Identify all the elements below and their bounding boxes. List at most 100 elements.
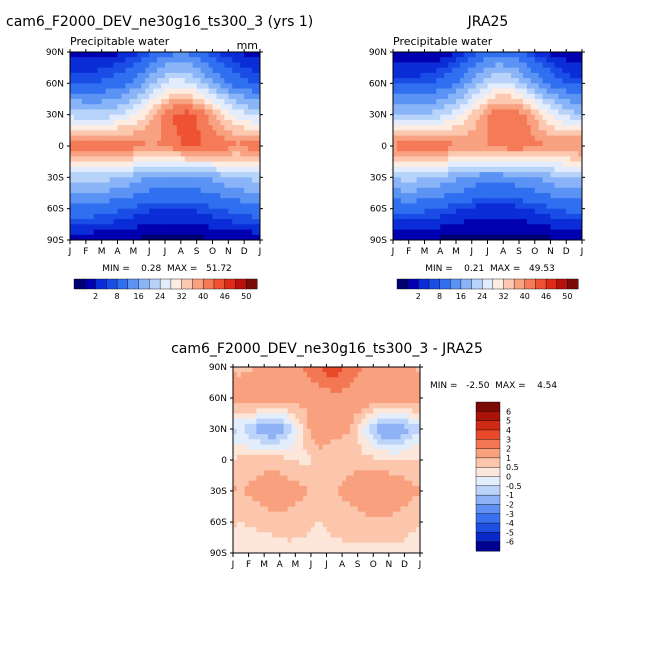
- field-cell: [531, 73, 535, 79]
- field-cell: [539, 115, 543, 121]
- field-cell: [252, 146, 256, 152]
- field-cell: [570, 177, 574, 183]
- field-cell: [354, 481, 358, 487]
- field-cell: [408, 455, 412, 461]
- field-cell: [432, 177, 436, 183]
- field-cell: [428, 104, 432, 110]
- field-cell: [228, 224, 232, 230]
- field-cell: [157, 193, 161, 199]
- field-cell: [153, 146, 157, 152]
- field-cell: [74, 141, 78, 147]
- field-cell: [468, 188, 472, 194]
- field-cell: [358, 414, 362, 420]
- field-cell: [315, 496, 319, 502]
- field-cell: [428, 68, 432, 74]
- field-cell: [444, 57, 448, 63]
- field-cell: [417, 167, 421, 173]
- field-cell: [365, 419, 369, 425]
- field-cell: [551, 89, 555, 95]
- field-cell: [484, 203, 488, 209]
- y-tick-label: 30S: [47, 173, 64, 183]
- field-cell: [220, 172, 224, 178]
- field-cell: [570, 141, 574, 147]
- field-cell: [381, 372, 385, 378]
- field-cell: [129, 177, 133, 183]
- field-cell: [385, 403, 389, 409]
- field-cell: [330, 455, 334, 461]
- colorbar-swatch: [139, 279, 150, 289]
- field-cell: [535, 167, 539, 173]
- field-cell: [133, 120, 137, 126]
- field-cell: [362, 491, 366, 497]
- field-cell: [401, 460, 405, 466]
- field-cell: [413, 62, 417, 68]
- field-cell: [342, 507, 346, 513]
- field-cell: [299, 372, 303, 378]
- field-cell: [110, 198, 114, 204]
- field-cell: [401, 455, 405, 461]
- field-cell: [421, 125, 425, 131]
- field-cell: [177, 167, 181, 173]
- field-cell: [515, 172, 519, 178]
- field-cell: [165, 162, 169, 168]
- field-cell: [189, 83, 193, 89]
- field-cell: [133, 183, 137, 189]
- field-cell: [452, 230, 456, 236]
- field-cell: [377, 507, 381, 513]
- field-cell: [535, 99, 539, 105]
- field-cell: [205, 224, 209, 230]
- field-cell: [98, 125, 102, 131]
- field-cell: [562, 83, 566, 89]
- field-cell: [264, 481, 268, 487]
- field-cell: [535, 141, 539, 147]
- field-cell: [547, 136, 551, 142]
- x-tick-label: J: [580, 247, 584, 257]
- field-cell: [338, 491, 342, 497]
- field-cell: [484, 188, 488, 194]
- field-cell: [499, 104, 503, 110]
- field-cell: [197, 193, 201, 199]
- field-cell: [114, 89, 118, 95]
- x-tick-label: A: [500, 247, 507, 257]
- field-cell: [114, 214, 118, 220]
- field-cell: [428, 193, 432, 199]
- field-cell: [137, 120, 141, 126]
- field-cell: [220, 125, 224, 131]
- field-cell: [523, 224, 527, 230]
- field-cell: [233, 398, 237, 404]
- field-cell: [377, 429, 381, 435]
- field-cell: [244, 73, 248, 79]
- field-cell: [413, 193, 417, 199]
- field-cell: [362, 450, 366, 456]
- field-cell: [307, 491, 311, 497]
- field-cell: [413, 73, 417, 79]
- field-cell: [432, 104, 436, 110]
- field-cell: [444, 209, 448, 215]
- field-cell: [252, 507, 256, 513]
- field-cell: [161, 141, 165, 147]
- field-cell: [491, 125, 495, 131]
- field-cell: [397, 83, 401, 89]
- field-cell: [98, 151, 102, 157]
- field-cell: [118, 146, 122, 152]
- field-cell: [554, 151, 558, 157]
- field-cell: [373, 372, 377, 378]
- field-cell: [551, 73, 555, 79]
- field-cell: [381, 377, 385, 383]
- field-cell: [201, 120, 205, 126]
- field-cell: [303, 372, 307, 378]
- field-cell: [209, 146, 213, 152]
- field-cell: [405, 177, 409, 183]
- field-cell: [268, 496, 272, 502]
- field-cell: [515, 115, 519, 121]
- field-cell: [365, 481, 369, 487]
- field-cell: [460, 57, 464, 63]
- field-cell: [141, 198, 145, 204]
- field-cell: [468, 94, 472, 100]
- field-cell: [535, 188, 539, 194]
- field-cell: [137, 156, 141, 162]
- field-cell: [377, 424, 381, 430]
- field-cell: [224, 94, 228, 100]
- field-cell: [346, 398, 350, 404]
- field-cell: [252, 188, 256, 194]
